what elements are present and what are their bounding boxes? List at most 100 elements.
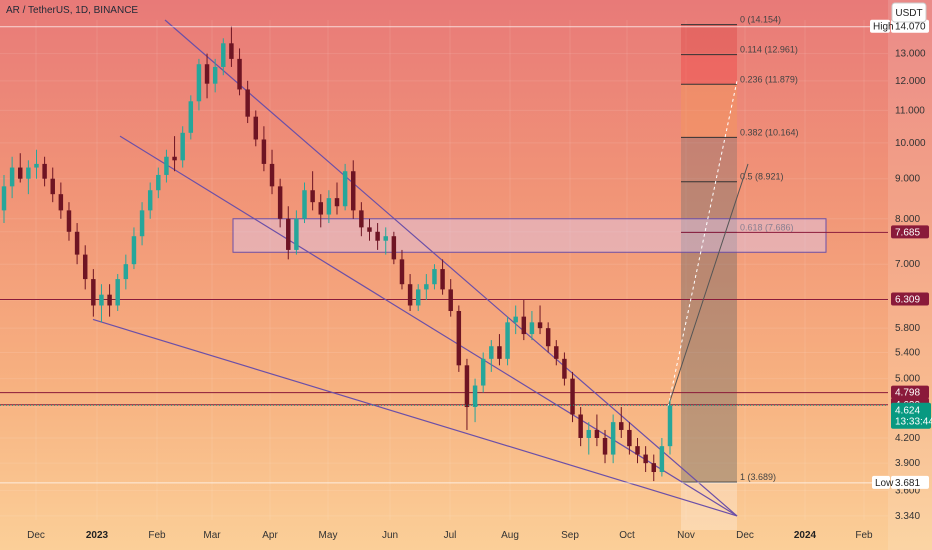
candle-body: [82, 254, 88, 280]
level-badge-7685: [891, 225, 929, 239]
candle-body: [456, 311, 462, 366]
candle-body: [448, 289, 453, 312]
fib-zone: [681, 54, 737, 85]
candle-body: [415, 289, 421, 306]
price-tick-label: 13.000: [895, 49, 926, 60]
low-value-badge: [891, 475, 929, 489]
price-tick-label: 7.000: [895, 259, 920, 270]
current-price-text: 4.624: [895, 406, 920, 417]
candle-body: [578, 414, 583, 438]
time-tick-label: May: [319, 530, 338, 541]
candle-body: [594, 429, 600, 438]
candle-body: [399, 259, 405, 285]
time-tick-label: Sep: [561, 530, 579, 541]
candle-body: [229, 43, 234, 59]
price-tick-label: 3.600: [895, 485, 920, 496]
price-tick-label: 5.400: [895, 347, 920, 358]
currency-button[interactable]: USDT: [891, 2, 927, 23]
fib-level-label: 0.236 (11.879): [740, 74, 798, 84]
price-tick-label: 11.000: [895, 105, 925, 116]
candle-body: [554, 346, 559, 359]
candle-body: [277, 186, 283, 219]
level-badge-4798-text: 4.798: [895, 388, 920, 399]
candle-body: [196, 64, 202, 102]
time-axis[interactable]: Dec 2023 Feb Mar Apr May Jun Jul Aug Sep Oct Nov Dec…: [27, 530, 873, 541]
fib-zone: [681, 84, 737, 138]
candle-body: [123, 264, 129, 280]
high-value-badge: [891, 19, 929, 33]
candle-body: [204, 64, 210, 84]
fib-zone: [681, 232, 737, 483]
level-badge-6309: [891, 292, 929, 306]
candle-body: [562, 358, 567, 379]
candle-body: [50, 178, 55, 195]
currency-label: USDT: [895, 8, 922, 19]
candle-body: [521, 316, 527, 335]
price-tick-label: 10.000: [895, 138, 926, 149]
candle-body: [359, 210, 364, 228]
fib-zone: [681, 24, 737, 55]
fib-level-label: 1 (3.689): [740, 472, 776, 482]
candle-body: [545, 328, 551, 347]
candle-body: [334, 198, 340, 207]
candle-body: [245, 89, 250, 117]
candle-body: [586, 429, 592, 438]
candle-body: [269, 163, 275, 187]
candle-body: [115, 279, 120, 306]
projection-line: [667, 163, 749, 408]
candle-body: [221, 43, 226, 67]
candle-body: [318, 202, 323, 215]
candle-body: [42, 163, 47, 179]
price-tick-label: 4.200: [895, 433, 920, 444]
candle-body: [74, 231, 80, 255]
candle-body: [294, 218, 299, 250]
candle-body: [651, 463, 656, 473]
time-tick-label: Feb: [855, 530, 873, 541]
candle-body: [147, 190, 153, 211]
candle-body: [375, 231, 380, 241]
high-tag: [870, 19, 890, 33]
candle-body: [472, 385, 478, 408]
price-tick-label: 12.000: [895, 76, 926, 87]
time-tick-label: Jul: [444, 530, 457, 541]
fib-level-label: 0.114 (12.961): [740, 45, 798, 55]
candle-body: [156, 174, 161, 191]
level-badge-4798: [891, 385, 929, 399]
low-tag-text: Low: [875, 478, 894, 489]
candle-body: [351, 171, 356, 211]
candle-body: [440, 269, 445, 290]
candle-body: [489, 346, 494, 359]
candle-body: [610, 422, 616, 455]
candle-body: [635, 446, 640, 455]
candle-body: [619, 422, 624, 430]
candle-body: [529, 322, 535, 335]
zone-rectangle: [232, 218, 827, 253]
time-tick-label: Aug: [501, 530, 519, 541]
price-tick-label: 5.000: [895, 374, 920, 385]
candle-body: [212, 66, 218, 84]
candle-body: [58, 194, 64, 211]
high-tag-text: High: [873, 22, 894, 33]
candle-body: [107, 294, 112, 306]
candle-body: [367, 227, 372, 232]
candle-body: [286, 218, 291, 250]
candle-body: [326, 198, 332, 215]
time-tick-label: Oct: [619, 530, 635, 541]
candle-body: [407, 284, 413, 306]
candle-body: [1, 186, 7, 211]
candle-body: [66, 210, 72, 232]
time-tick-label: Mar: [203, 530, 221, 541]
price-tick-label: 5.800: [895, 323, 920, 334]
candle-body: [34, 163, 39, 168]
candle-body: [480, 358, 486, 386]
fib-extension-zone: [681, 482, 737, 530]
time-tick-label: Feb: [148, 530, 166, 541]
candle-body: [383, 236, 388, 241]
chart-grid: [0, 20, 888, 520]
candle-body: [497, 346, 502, 359]
countdown-text: 13:33:44: [895, 417, 932, 428]
candle-body: [537, 322, 543, 329]
